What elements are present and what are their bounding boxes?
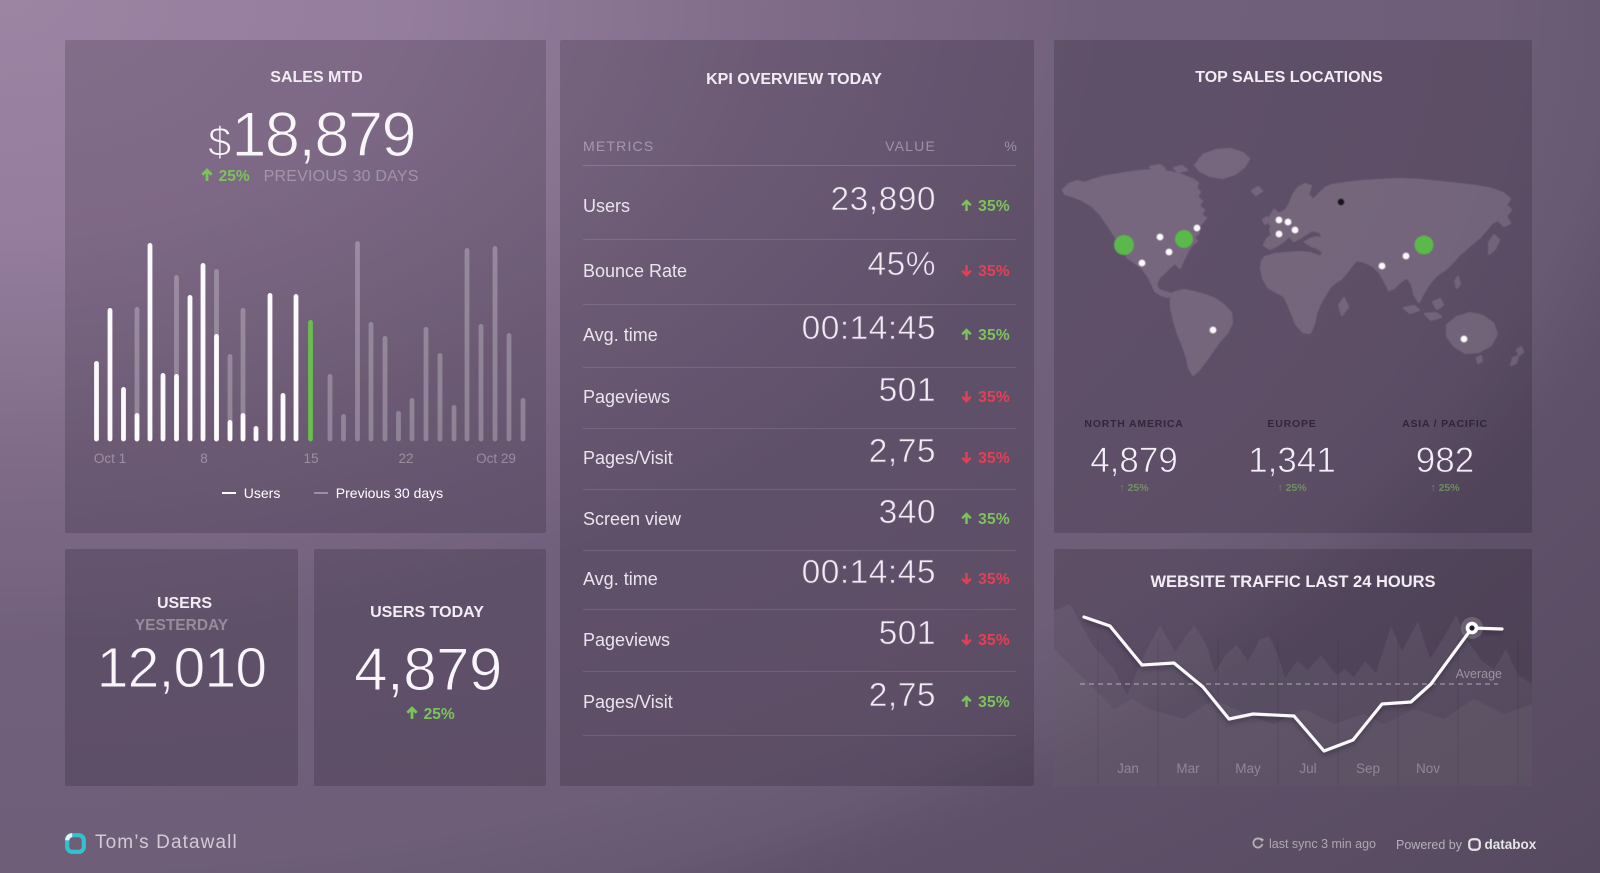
svg-text:May: May (1235, 761, 1261, 776)
svg-text:8: 8 (200, 451, 208, 466)
svg-text:Jul: Jul (1299, 761, 1316, 776)
svg-text:Nov: Nov (1416, 761, 1440, 776)
svg-text:Oct 29: Oct 29 (476, 451, 516, 466)
svg-text:15: 15 (303, 451, 318, 466)
svg-text:Oct 1: Oct 1 (94, 451, 126, 466)
svg-text:Sep: Sep (1356, 761, 1380, 776)
svg-text:22: 22 (398, 451, 413, 466)
svg-text:Mar: Mar (1176, 761, 1200, 776)
svg-text:Jan: Jan (1117, 761, 1139, 776)
svg-text:Average: Average (1456, 667, 1502, 681)
